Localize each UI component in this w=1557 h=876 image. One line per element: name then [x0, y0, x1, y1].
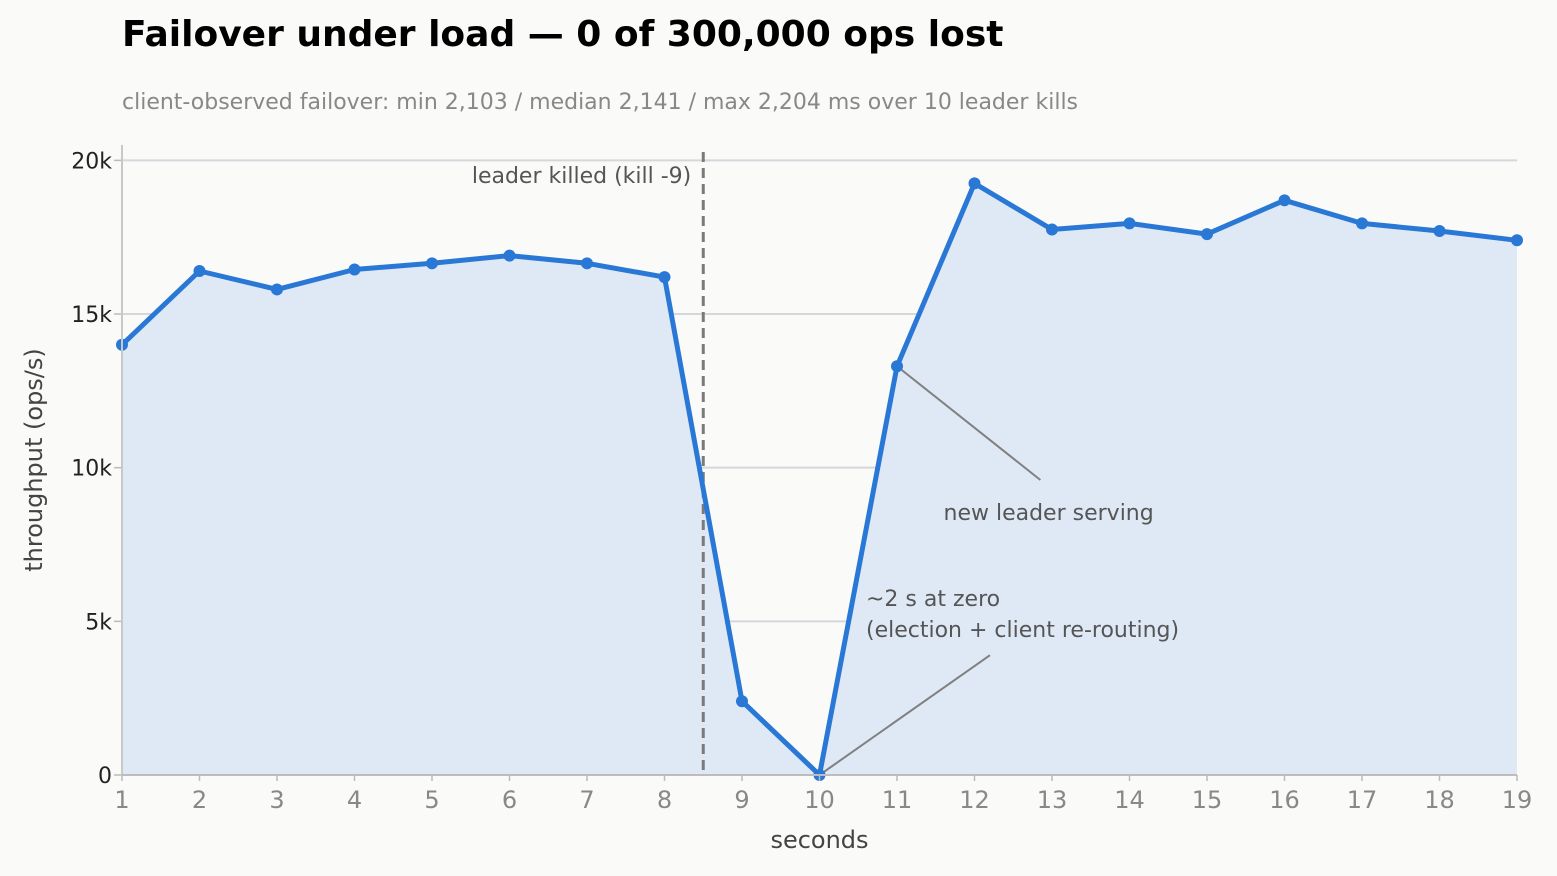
- y-tick-label-0: 0: [98, 764, 112, 789]
- annotation-text-2-2: (election + client re-routing): [866, 618, 1179, 643]
- x-tick-label-1: 1: [114, 786, 129, 814]
- x-tick-label-3: 3: [269, 786, 284, 814]
- data-point-14: [1123, 217, 1136, 230]
- annotations: new leader serving ~2 s at zero (election …: [818, 365, 1179, 776]
- data-point-7: [581, 257, 593, 270]
- data-point-6: [503, 249, 516, 262]
- x-tick-label-17: 17: [1347, 786, 1378, 814]
- data-point-5: [426, 257, 438, 270]
- x-tick-label-15: 15: [1192, 786, 1223, 814]
- data-point-11: [891, 360, 903, 373]
- data-point-16: [1278, 194, 1291, 207]
- data-point-19: [1511, 234, 1523, 247]
- x-tick-label-5: 5: [424, 786, 439, 814]
- data-point-4: [348, 263, 361, 276]
- chart-subtitle: client-observed failover: min 2,103 / me…: [122, 90, 1079, 115]
- y-axis-label: throughput (ops/s): [20, 348, 48, 572]
- annotation-2: ~2 s at zero (election + client re-routin…: [818, 587, 1179, 776]
- y-tick-label-10k: 10k: [71, 457, 112, 482]
- x-tick-label-2: 2: [192, 786, 207, 814]
- x-tick-label-12: 12: [959, 786, 990, 814]
- data-point-13: [1046, 223, 1058, 236]
- data-point-18: [1433, 225, 1446, 238]
- annotation-1: new leader serving: [896, 365, 1154, 526]
- annotation-leader-line-2: [818, 654, 991, 776]
- annotation-text-2-1: ~2 s at zero: [866, 587, 1000, 612]
- x-tick-label-8: 8: [657, 786, 672, 814]
- x-tick-label-11: 11: [882, 786, 913, 814]
- x-tick-label-19: 19: [1502, 786, 1533, 814]
- x-axis-label: seconds: [770, 826, 868, 854]
- annotation-leader-line-1: [896, 365, 1041, 481]
- x-tick-label-14: 14: [1114, 786, 1145, 814]
- x-tick-label-7: 7: [579, 786, 594, 814]
- x-tick-label-10: 10: [804, 786, 835, 814]
- x-tick-label-6: 6: [502, 786, 517, 814]
- annotation-text-1-1: new leader serving: [944, 501, 1154, 526]
- x-tick-label-18: 18: [1424, 786, 1455, 814]
- data-point-15: [1201, 228, 1213, 241]
- data-point-8: [658, 271, 671, 284]
- y-tick-labels: 0 5k 10k 15k 20k: [71, 149, 112, 789]
- data-points: [116, 177, 1523, 781]
- x-tick-label-9: 9: [734, 786, 749, 814]
- x-tick-label-13: 13: [1037, 786, 1068, 814]
- y-tick-label-15k: 15k: [71, 303, 112, 328]
- data-point-17: [1356, 217, 1368, 230]
- data-point-2: [193, 265, 206, 277]
- x-tick-labels: 1 2 3 4 5 6 7 8 9 10 11 12 13 14 15 16 17 18 19: [114, 775, 1532, 814]
- y-tick-label-5k: 5k: [85, 610, 112, 635]
- data-point-9: [736, 695, 748, 708]
- throughput-area: [122, 183, 1517, 775]
- leader-kill-label: leader killed (kill -9): [472, 164, 691, 189]
- data-point-12: [968, 177, 981, 190]
- x-tick-label-4: 4: [347, 786, 362, 814]
- y-tick-label-20k: 20k: [71, 149, 112, 174]
- x-tick-label-16: 16: [1269, 786, 1300, 814]
- chart-title: Failover under load — 0 of 300,000 ops l…: [122, 14, 1004, 55]
- data-point-3: [271, 283, 283, 296]
